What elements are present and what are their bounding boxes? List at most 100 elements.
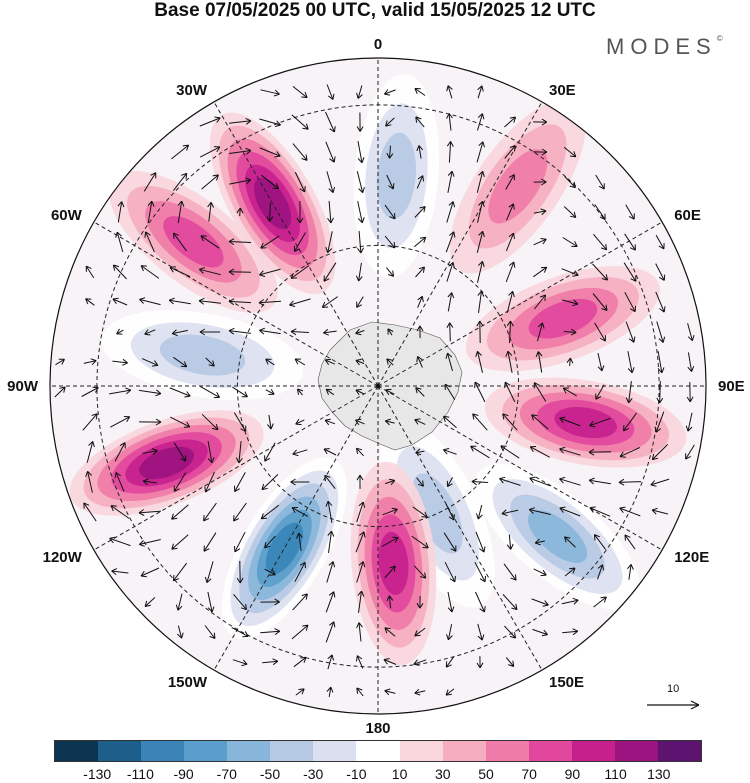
colorbar-tick-label: 50 (478, 766, 494, 782)
wind-arrow (171, 144, 190, 160)
anomaly-blob (350, 461, 437, 666)
wind-arrow (169, 266, 191, 278)
meridian-line (213, 385, 379, 671)
anomaly-contour (378, 531, 409, 595)
wind-arrow (504, 116, 517, 128)
wind-arrow (385, 388, 395, 396)
wind-arrow (505, 657, 515, 667)
wind-arrow (295, 418, 305, 426)
wind-arrow (172, 172, 188, 192)
wind-arrow (327, 530, 335, 553)
wind-arrow (323, 328, 337, 336)
wind-arrow (623, 412, 637, 432)
wind-arrow (561, 268, 579, 277)
anomaly-blob (101, 310, 304, 401)
anomaly-contour (376, 132, 416, 220)
wind-arrow (472, 413, 488, 431)
colorbar-tick-label: -10 (346, 766, 367, 782)
wind-arrow (294, 171, 306, 193)
wind-arrow (259, 327, 281, 335)
colorbar-labels: -130 -110 -90 -70 -50 -30 -10 10 30 50 70 90 110 130 (0, 766, 750, 783)
wind-arrow (356, 501, 366, 523)
wind-arrow (325, 591, 336, 613)
wind-arrow (266, 202, 274, 222)
wind-arrow (625, 321, 636, 343)
wind-arrow (506, 203, 515, 221)
anomaly-blob (484, 377, 687, 468)
wind-arrow (412, 506, 428, 518)
longitude-label: 150E (549, 674, 584, 691)
wind-arrow (559, 416, 581, 427)
wind-arrow (386, 145, 394, 159)
wind-arrow (327, 200, 334, 224)
wind-arrow (203, 502, 217, 522)
wind-arrow (506, 320, 514, 344)
longitude-label: 150W (168, 674, 208, 691)
anomaly-contour (554, 407, 617, 439)
wind-arrow (204, 625, 216, 639)
wind-arrow (502, 594, 518, 611)
wind-arrow (204, 471, 215, 493)
wind-arrow (384, 627, 396, 637)
wind-arrow (357, 230, 364, 254)
colorbar-tick-label: 10 (391, 766, 408, 782)
wind-arrow (324, 418, 336, 426)
wind-arrow (231, 627, 249, 638)
wind-arrow (234, 472, 246, 493)
wind-arrow (356, 655, 364, 669)
wind-arrow (533, 178, 547, 186)
wind-arrow (532, 628, 548, 637)
wind-arrow (325, 621, 336, 643)
wind-arrow (446, 477, 453, 488)
wind-arrow (686, 382, 694, 403)
wind-arrow (447, 591, 455, 613)
wind-arrow (207, 591, 215, 613)
anomaly-field (69, 74, 687, 666)
wind-arrow (54, 386, 66, 398)
wind-arrow (293, 656, 307, 668)
wind-arrow (475, 591, 486, 613)
wind-arrow (321, 296, 338, 308)
wind-arrow (290, 265, 310, 279)
wind-arrow (228, 238, 252, 246)
wind-arrow (139, 389, 162, 397)
wind-arrow (173, 356, 188, 368)
wind-arrow (198, 297, 221, 305)
wind-arrow (595, 174, 605, 190)
wind-arrow (355, 447, 364, 457)
antarctica-outline (317, 321, 463, 451)
anomaly-contour (488, 149, 548, 224)
colorbar (54, 740, 702, 762)
wind-arrow (534, 538, 545, 546)
wind-arrow (413, 565, 427, 579)
wind-arrow (289, 298, 311, 307)
wind-arrow (355, 389, 365, 396)
wind-arrow (505, 350, 513, 373)
wind-arrow (139, 297, 161, 306)
wind-arrow (259, 147, 281, 158)
wind-arrow (355, 358, 365, 366)
wind-arrow (260, 628, 281, 636)
colorbar-swatch (571, 741, 615, 761)
wind-arrow (109, 387, 132, 395)
longitude-label: 90E (718, 378, 745, 395)
wind-arrow (561, 299, 579, 307)
wind-arrow (114, 471, 125, 492)
wind-arrow (588, 448, 612, 456)
wind-arrow (83, 358, 97, 366)
wind-arrow (475, 531, 486, 553)
wind-arrow (416, 355, 423, 368)
wind-arrow (627, 563, 634, 580)
wind-arrow (201, 174, 219, 190)
wind-arrow (142, 478, 157, 486)
wind-arrow (446, 201, 456, 223)
wind-arrow (531, 414, 549, 430)
anomaly-blob (353, 74, 440, 278)
colorbar-tick-label: 90 (564, 766, 581, 782)
wind-arrow (112, 264, 127, 280)
wind-arrow (415, 116, 425, 128)
wind-arrow (147, 200, 155, 223)
wind-arrow (261, 174, 280, 190)
wind-arrow (291, 114, 309, 130)
anomaly-blob (474, 463, 641, 610)
